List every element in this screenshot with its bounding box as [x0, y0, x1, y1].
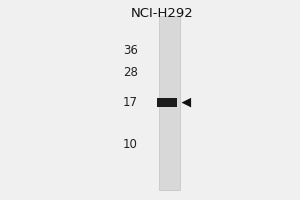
Text: 17: 17 [123, 97, 138, 110]
Polygon shape [182, 98, 191, 107]
Bar [159, 16, 180, 190]
Bar [157, 98, 176, 107]
Text: 28: 28 [123, 66, 138, 79]
Text: NCI-H292: NCI-H292 [130, 7, 194, 20]
Text: 36: 36 [123, 45, 138, 58]
Text: 10: 10 [123, 138, 138, 152]
